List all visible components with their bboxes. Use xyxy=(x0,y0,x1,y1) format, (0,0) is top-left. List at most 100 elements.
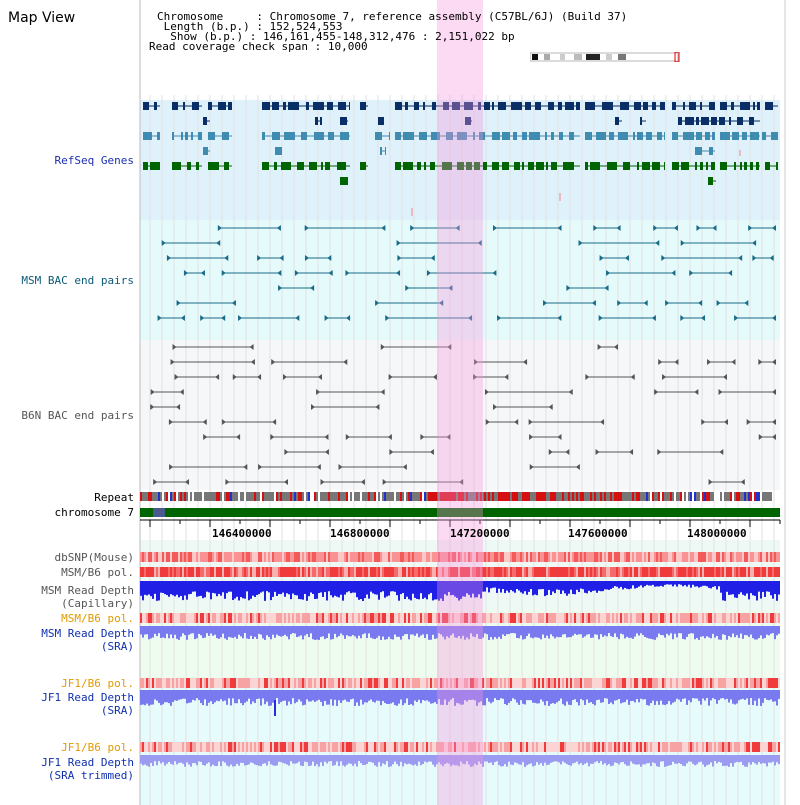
depth-bar xyxy=(448,690,450,702)
bac-end-marker xyxy=(680,240,685,246)
heatmap-cell xyxy=(638,742,640,752)
heatmap-cell xyxy=(328,742,330,752)
heatmap-cell xyxy=(474,613,476,623)
repeat-feature xyxy=(232,492,234,501)
heatmap-cell xyxy=(514,678,516,688)
track-label-jf1-b6-pol-2[interactable]: JF1/B6 pol. xyxy=(61,741,134,754)
depth-bar xyxy=(752,626,754,639)
heatmap-cell xyxy=(724,613,726,623)
heatmap-cell xyxy=(680,678,682,688)
repeat-feature xyxy=(594,492,596,501)
heatmap-cell xyxy=(666,678,668,688)
depth-bar xyxy=(466,755,468,762)
repeat-feature xyxy=(438,492,440,501)
heatmap-cell xyxy=(620,613,622,623)
depth-bar xyxy=(164,690,166,703)
heatmap-cell xyxy=(364,567,366,577)
heatmap-cell xyxy=(478,742,480,752)
bac-end-marker xyxy=(310,285,315,291)
depth-bar xyxy=(624,690,626,703)
depth-bar xyxy=(502,690,504,699)
depth-bar xyxy=(658,755,660,767)
depth-bar xyxy=(430,626,432,640)
track-label-msm-bac[interactable]: MSM BAC end pairs xyxy=(21,274,134,287)
heatmap-cell xyxy=(426,567,428,577)
heatmap-cell xyxy=(726,742,728,752)
track-label-chromosome[interactable]: chromosome 7 xyxy=(54,506,134,519)
heatmap-cell xyxy=(350,552,352,562)
heatmap-cell xyxy=(216,613,218,623)
repeat-feature xyxy=(338,492,340,501)
depth-bar xyxy=(766,581,768,592)
track-label-jf1-depth-trimmed[interactable]: JF1 Read Depth (SRA trimmed) xyxy=(41,756,134,782)
heatmap-cell xyxy=(188,552,190,562)
depth-bar xyxy=(348,690,350,702)
depth-bar xyxy=(738,690,740,701)
heatmap-cell xyxy=(200,742,202,752)
heatmap-cell xyxy=(620,552,622,562)
repeat-feature xyxy=(288,492,290,501)
chromosome-ideogram[interactable] xyxy=(530,52,680,62)
track-label-msm-b6-pol-1[interactable]: MSM/B6 pol. xyxy=(61,566,134,579)
depth-bar xyxy=(536,690,538,704)
repeat-feature xyxy=(612,492,614,501)
depth-bar xyxy=(394,626,396,635)
heatmap-cell xyxy=(248,678,250,688)
track-label-jf1-depth-sra[interactable]: JF1 Read Depth (SRA) xyxy=(41,691,134,717)
depth-bar xyxy=(178,626,180,640)
heatmap-cell xyxy=(438,678,440,688)
heatmap-cell xyxy=(734,678,736,688)
depth-bar xyxy=(708,755,710,765)
repeat-feature xyxy=(196,492,198,501)
depth-bar xyxy=(698,581,700,588)
depth-bar xyxy=(648,581,650,586)
bac-end-marker xyxy=(651,315,656,321)
track-label-dbsnp[interactable]: dbSNP(Mouse) xyxy=(54,551,134,564)
track-label-jf1-b6-pol-1[interactable]: JF1/B6 pol. xyxy=(61,677,134,690)
depth-bar xyxy=(742,581,744,595)
heatmap-cell xyxy=(278,678,280,688)
track-label-b6n-bac[interactable]: B6N BAC end pairs xyxy=(21,409,134,422)
heatmap-cell xyxy=(314,678,316,688)
track-label-msm-depth-capillary[interactable]: MSM Read Depth (Capillary) xyxy=(41,584,134,610)
depth-bar xyxy=(394,690,396,706)
gene-exon xyxy=(602,102,613,110)
depth-bar xyxy=(724,626,726,635)
gene-exon xyxy=(446,132,453,140)
track-label-msm-depth-sra[interactable]: MSM Read Depth (SRA) xyxy=(41,627,134,653)
heatmap-cell xyxy=(460,567,462,577)
depth-bar xyxy=(494,690,496,699)
repeat-feature xyxy=(418,492,420,501)
track-label-refseq[interactable]: RefSeq Genes xyxy=(54,154,134,167)
depth-bar xyxy=(182,626,184,634)
depth-bar xyxy=(450,755,452,767)
depth-bar xyxy=(590,626,592,638)
heatmap-cell xyxy=(774,678,776,688)
heatmap-cell xyxy=(192,613,194,623)
track-label-repeat[interactable]: Repeat xyxy=(94,491,134,504)
repeat-feature xyxy=(626,492,628,501)
repeat-feature xyxy=(250,492,252,501)
depth-bar xyxy=(196,626,198,639)
gene-exon xyxy=(672,132,678,140)
depth-bar xyxy=(150,755,152,763)
depth-bar xyxy=(198,581,200,597)
track-label-msm-b6-pol-2[interactable]: MSM/B6 pol. xyxy=(61,612,134,625)
depth-bar xyxy=(660,690,662,701)
heatmap-cell xyxy=(212,742,214,752)
depth-bar xyxy=(714,690,716,700)
depth-bar xyxy=(542,755,544,766)
heatmap-cell xyxy=(578,742,580,752)
depth-bar xyxy=(284,581,286,597)
heatmap-cell xyxy=(662,567,664,577)
depth-bar xyxy=(586,755,588,763)
gene-exon xyxy=(478,102,481,110)
heatmap-cell xyxy=(388,678,390,688)
depth-bar xyxy=(468,755,470,765)
heatmap-cell xyxy=(598,567,600,577)
depth-bar xyxy=(230,690,232,706)
depth-bar xyxy=(426,581,428,600)
depth-bar xyxy=(750,755,752,765)
depth-bar xyxy=(494,581,496,588)
